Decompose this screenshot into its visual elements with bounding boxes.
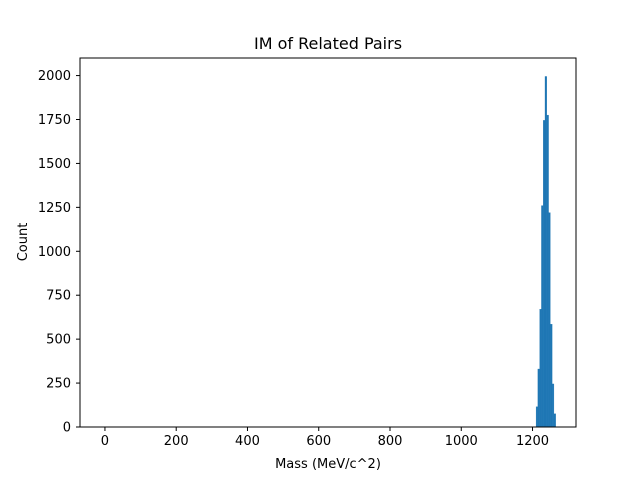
histogram-bar [539,309,542,428]
y-tick-label: 2000 [38,69,71,84]
histogram-bar [551,383,555,428]
y-tick-label: 250 [46,377,71,392]
x-tick-label: 800 [378,434,403,449]
histogram-bar [550,324,553,428]
histogram-bar [537,368,540,428]
x-axis-ticks: 0 200 400 600 800 1000 1200 [101,427,549,449]
bars-group [535,76,556,428]
x-tick-label: 600 [306,434,331,449]
chart-title: IM of Related Pairs [254,34,402,53]
y-tick-label: 1250 [38,201,71,216]
histogram-bar [541,205,544,428]
y-tick-label: 1000 [38,245,71,260]
y-axis-label: Count [16,223,31,262]
x-axis-label: Mass (MeV/c^2) [275,457,381,472]
x-tick-label: 0 [101,434,109,449]
histogram-bar [546,114,549,428]
x-tick-label: 200 [164,434,189,449]
x-tick-label: 1000 [445,434,478,449]
histogram-bar [543,120,546,428]
y-tick-label: 750 [46,289,71,304]
histogram-bar [544,76,547,428]
y-axis-ticks: 0 250 500 750 1000 1250 1500 1750 2000 [38,69,80,436]
histogram-bar [535,406,539,428]
y-tick-label: 500 [46,333,71,348]
y-tick-label: 1750 [38,113,71,128]
x-tick-label: 1200 [516,434,549,449]
histogram-bar [548,212,551,428]
x-tick-label: 400 [235,434,260,449]
y-tick-label: 1500 [38,157,71,172]
y-tick-label: 0 [63,421,71,436]
plot-frame [79,57,577,428]
histogram-bar [553,413,556,428]
